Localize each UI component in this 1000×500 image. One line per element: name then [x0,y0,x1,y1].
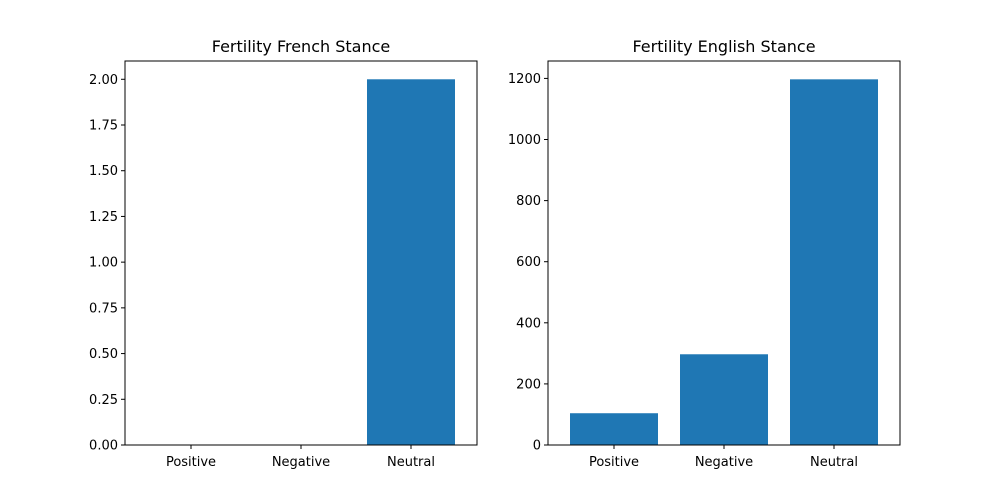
y-tick-label: 0.00 [89,439,118,454]
bar-neutral [367,79,455,446]
x-tick-label: Neutral [387,455,435,470]
y-tick-label: 200 [516,377,541,392]
x-tick-label: Negative [695,455,753,470]
y-tick-label: 800 [516,194,541,209]
y-tick-label: 0.75 [89,301,118,316]
bar-neutral [790,79,878,446]
x-tick-label: Negative [272,455,330,470]
x-tick-label: Neutral [810,455,858,470]
right-chart-panel: Fertility English Stance 0 200 400 600 800 10… [508,37,901,470]
y-tick-label: 1200 [508,72,541,87]
y-tick-label: 0.25 [89,393,118,408]
y-tick-label: 0 [533,439,541,454]
x-tick-label: Positive [166,455,216,470]
y-tick-label: 1.25 [89,210,118,225]
bar-negative [680,354,768,445]
x-tick-label: Positive [589,455,639,470]
chart-title: Fertility English Stance [632,37,815,56]
left-chart-panel: Fertility French Stance 0.00 0.25 0.50 0.75… [89,37,478,470]
y-tick-label: 1.75 [89,119,118,134]
y-tick-label: 400 [516,316,541,331]
y-tick-label: 1000 [508,133,541,148]
chart-title: Fertility French Stance [212,37,390,56]
y-tick-label: 600 [516,255,541,270]
y-tick-label: 2.00 [89,73,118,88]
y-tick-label: 1.00 [89,256,118,271]
bar-positive [570,413,658,445]
y-tick-label: 0.50 [89,347,118,362]
y-tick-label: 1.50 [89,164,118,179]
